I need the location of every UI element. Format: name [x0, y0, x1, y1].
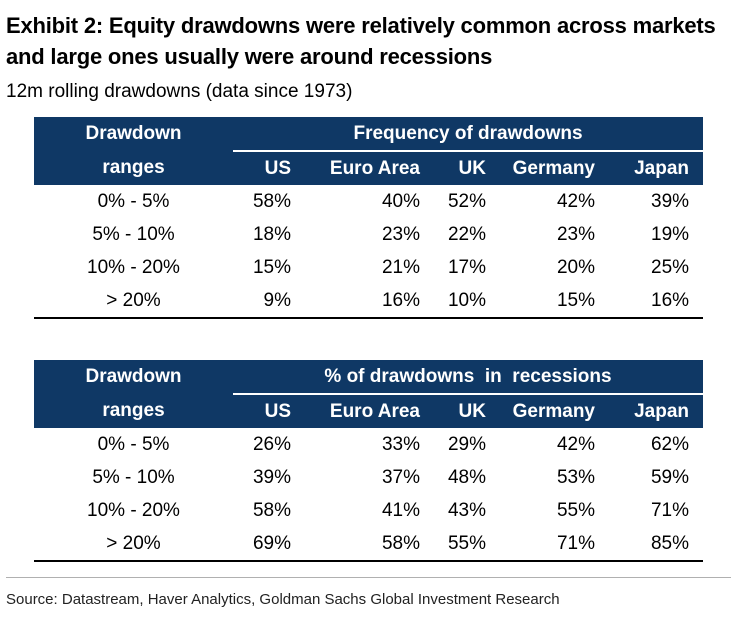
value-cell-germany: 71% — [500, 527, 611, 562]
range-header-line2: ranges — [34, 151, 233, 185]
value-cell-us: 58% — [252, 190, 291, 212]
range-cell: 5% - 10% — [92, 223, 175, 245]
footer-divider — [6, 577, 731, 578]
table-row: 5% - 10% 18% 23% 22% 23% 19% — [34, 218, 703, 251]
range-cell: > 20% — [34, 527, 233, 562]
value-cell-germany: 20% — [556, 256, 595, 278]
table-row: 0% - 5% 26% 33% 29% 42% 62% — [34, 428, 703, 461]
range-cell: 10% - 20% — [87, 499, 180, 521]
table-row: 10% - 20% 58% 41% 43% 55% 71% — [34, 494, 703, 527]
source-note: Source: Datastream, Haver Analytics, Gol… — [6, 591, 560, 608]
column-header-germany: Germany — [500, 151, 611, 185]
value-cell-us: 15% — [252, 256, 291, 278]
range-header-line2: ranges — [34, 394, 233, 428]
exhibit-title: Exhibit 2: Equity drawdowns were relativ… — [6, 13, 716, 69]
range-header-line1: Drawdown — [34, 360, 233, 394]
value-cell-us: 26% — [252, 433, 291, 455]
value-cell-uk: 10% — [430, 284, 500, 319]
value-cell-us: 58% — [252, 499, 291, 521]
value-cell-uk: 52% — [447, 190, 486, 212]
frequency-table: Drawdown Frequency of drawdowns ranges U… — [34, 117, 704, 319]
table-row: > 20% 9% 16% 10% 15% 16% — [34, 284, 704, 319]
column-header-euro-area: Euro Area — [313, 151, 430, 185]
value-cell-germany: 53% — [556, 466, 595, 488]
value-cell-japan: 19% — [651, 223, 690, 245]
value-cell-japan: 85% — [611, 527, 703, 562]
table-group-title: % of drawdowns in recessions — [233, 360, 703, 395]
range-cell: 0% - 5% — [97, 433, 170, 455]
value-cell-uk: 43% — [447, 499, 486, 521]
table-group-title: Frequency of drawdowns — [233, 117, 704, 152]
table-row: 0% - 5% 58% 40% 52% 42% 39% — [34, 185, 703, 218]
value-cell-euro-area: 21% — [381, 256, 420, 278]
value-cell-germany: 23% — [556, 223, 595, 245]
column-header-germany: Germany — [500, 394, 611, 428]
column-header-japan: Japan — [611, 151, 704, 185]
column-header-japan: Japan — [611, 394, 703, 428]
value-cell-japan: 59% — [650, 466, 689, 488]
value-cell-japan: 39% — [651, 190, 690, 212]
value-cell-euro-area: 37% — [381, 466, 420, 488]
value-cell-japan: 62% — [650, 433, 689, 455]
value-cell-japan: 71% — [650, 499, 689, 521]
value-cell-euro-area: 16% — [313, 284, 430, 319]
value-cell-germany: 55% — [556, 499, 595, 521]
column-header-uk: UK — [430, 151, 500, 185]
value-cell-japan: 16% — [611, 284, 704, 319]
column-header-us: US — [233, 394, 313, 428]
value-cell-germany: 42% — [556, 433, 595, 455]
value-cell-us: 69% — [233, 527, 313, 562]
table-row: 5% - 10% 39% 37% 48% 53% 59% — [34, 461, 703, 494]
range-cell: 10% - 20% — [87, 256, 180, 278]
value-cell-us: 39% — [252, 466, 291, 488]
value-cell-euro-area: 23% — [381, 223, 420, 245]
column-header-uk: UK — [430, 394, 500, 428]
value-cell-uk: 48% — [447, 466, 486, 488]
column-header-us: US — [233, 151, 313, 185]
value-cell-euro-area: 33% — [381, 433, 420, 455]
range-cell: 5% - 10% — [92, 466, 175, 488]
range-cell: 0% - 5% — [97, 190, 170, 212]
recession-table: Drawdown % of drawdowns in recessions ra… — [34, 360, 703, 562]
value-cell-germany: 42% — [556, 190, 595, 212]
table-row: 10% - 20% 15% 21% 17% 20% 25% — [34, 251, 703, 284]
value-cell-uk: 29% — [447, 433, 486, 455]
value-cell-uk: 55% — [430, 527, 500, 562]
value-cell-us: 9% — [233, 284, 313, 319]
table-row: > 20% 69% 58% 55% 71% 85% — [34, 527, 703, 562]
range-cell: > 20% — [34, 284, 233, 319]
range-header-line1: Drawdown — [34, 117, 233, 151]
value-cell-germany: 15% — [500, 284, 611, 319]
column-header-euro-area: Euro Area — [313, 394, 430, 428]
value-cell-euro-area: 40% — [381, 190, 420, 212]
value-cell-uk: 17% — [447, 256, 486, 278]
value-cell-uk: 22% — [447, 223, 486, 245]
exhibit-subtitle: 12m rolling drawdowns (data since 1973) — [6, 81, 353, 102]
value-cell-euro-area: 41% — [381, 499, 420, 521]
value-cell-japan: 25% — [651, 256, 690, 278]
value-cell-euro-area: 58% — [313, 527, 430, 562]
value-cell-us: 18% — [252, 223, 291, 245]
